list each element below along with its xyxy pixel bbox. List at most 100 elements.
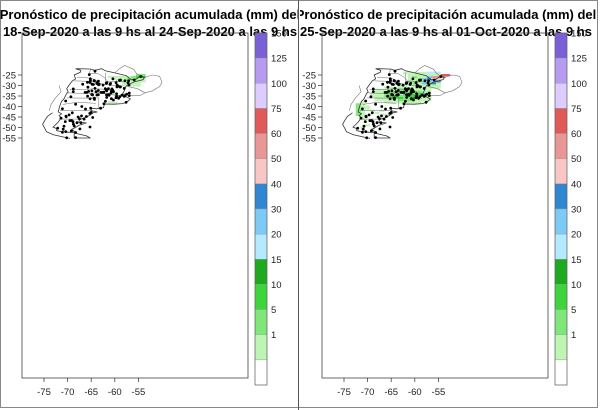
station-dot <box>111 88 115 92</box>
station-dot <box>371 120 375 124</box>
precip-cell <box>398 88 404 91</box>
precip-cell <box>403 90 408 93</box>
precip-cell <box>393 88 399 91</box>
station-dot <box>101 83 105 87</box>
station-dot <box>127 91 131 95</box>
station-dot <box>61 130 64 134</box>
y-tick-label: -55 <box>2 134 16 145</box>
colorbar-label: 50 <box>271 154 282 165</box>
station-dot <box>115 94 118 98</box>
precip-cell <box>431 74 437 77</box>
precip-cell <box>421 71 427 74</box>
y-tick-label: -45 <box>2 113 16 124</box>
precip-cell <box>417 71 422 74</box>
colorbar-label: 100 <box>571 79 587 90</box>
station-dot <box>75 121 79 125</box>
map-title-line1: Pronóstico de precipitación acumulada (m… <box>300 7 596 22</box>
precip-cell <box>398 101 404 104</box>
station-dot <box>392 97 396 100</box>
precip-cell <box>398 92 404 95</box>
colorbar: 150 125 100 75 60 50 40 30 20 15 10 5 1 <box>554 29 587 386</box>
precip-cell <box>384 86 389 89</box>
station-dot <box>424 100 428 104</box>
precip-cell <box>398 95 404 98</box>
station-dot <box>409 82 412 85</box>
precip-cell <box>407 99 413 102</box>
colorbar-band <box>554 158 568 185</box>
precip-cell <box>140 74 146 77</box>
station-dot <box>111 77 115 81</box>
station-dot <box>381 82 385 86</box>
precip-cell <box>421 78 427 81</box>
station-dot <box>68 119 72 122</box>
colorbar-label: 100 <box>271 79 287 90</box>
precip-cell <box>370 92 375 95</box>
precip-cell <box>384 113 389 116</box>
precip-cell <box>426 78 432 81</box>
precip-cell <box>440 74 446 77</box>
colorbar-label: 10 <box>571 280 582 291</box>
precip-cell <box>388 86 394 89</box>
station-dot <box>379 121 383 125</box>
precip-cell <box>107 76 113 79</box>
station-dot <box>93 87 97 90</box>
station-dot <box>64 99 68 103</box>
station-dot <box>396 89 400 92</box>
station-dot <box>85 115 88 118</box>
precip-cell <box>365 107 370 110</box>
y-axis-ticks: -25-30-35-40-45-50-55 <box>2 71 22 145</box>
station-dot <box>371 87 375 91</box>
station-dot <box>79 121 83 125</box>
precip-cell <box>379 92 385 95</box>
x-tick-label: -60 <box>108 387 122 398</box>
station-dot <box>104 99 107 103</box>
station-dot <box>86 80 89 84</box>
precip-cell <box>136 76 141 79</box>
station-dot <box>115 92 118 96</box>
colorbar-band <box>254 108 268 134</box>
precip-cell <box>407 101 413 104</box>
map-left-svg: Pronóstico de precipitación acumulada (m… <box>0 7 298 398</box>
station-dot <box>402 102 406 106</box>
colorbar: 150 125 100 75 60 50 40 30 20 15 10 5 1 <box>254 29 287 386</box>
station-dot <box>88 112 92 115</box>
precip-cell <box>412 78 418 81</box>
station-dot <box>374 131 377 134</box>
station-dot <box>124 100 128 104</box>
colorbar-band <box>554 233 568 260</box>
station-dot <box>70 129 73 133</box>
station-dot <box>74 131 77 134</box>
colorbar-label: 30 <box>571 205 582 216</box>
station-dot <box>394 90 398 94</box>
precip-cell <box>121 78 127 81</box>
y-tick-label: -25 <box>2 71 16 82</box>
precip-cell <box>417 101 422 104</box>
station-dot <box>96 93 100 97</box>
precip-cell <box>355 107 361 110</box>
station-dot <box>374 102 377 106</box>
precip-cell <box>421 82 427 85</box>
precip-cell <box>393 95 399 98</box>
precip-cell <box>398 97 404 100</box>
station-dot <box>95 82 99 85</box>
precip-cell <box>417 99 422 102</box>
colorbar-band <box>254 284 268 310</box>
colorbar-band <box>554 108 568 134</box>
station-dot <box>80 114 83 118</box>
precip-cell <box>426 86 432 89</box>
station-dot <box>359 116 363 120</box>
station-dot <box>59 116 63 120</box>
station-dot <box>420 93 424 97</box>
precip-cell <box>407 90 413 93</box>
station-dot <box>391 116 395 119</box>
colorbar-label: 15 <box>571 255 582 266</box>
station-dot <box>405 81 409 85</box>
colorbar-label: 15 <box>271 255 282 266</box>
station-dot <box>109 82 112 85</box>
precip-cell <box>360 105 366 108</box>
station-dot <box>389 106 393 110</box>
colorbar-band <box>554 133 568 159</box>
colorbar-band <box>554 309 568 335</box>
station-dot <box>405 89 409 93</box>
station-dot <box>404 99 407 103</box>
